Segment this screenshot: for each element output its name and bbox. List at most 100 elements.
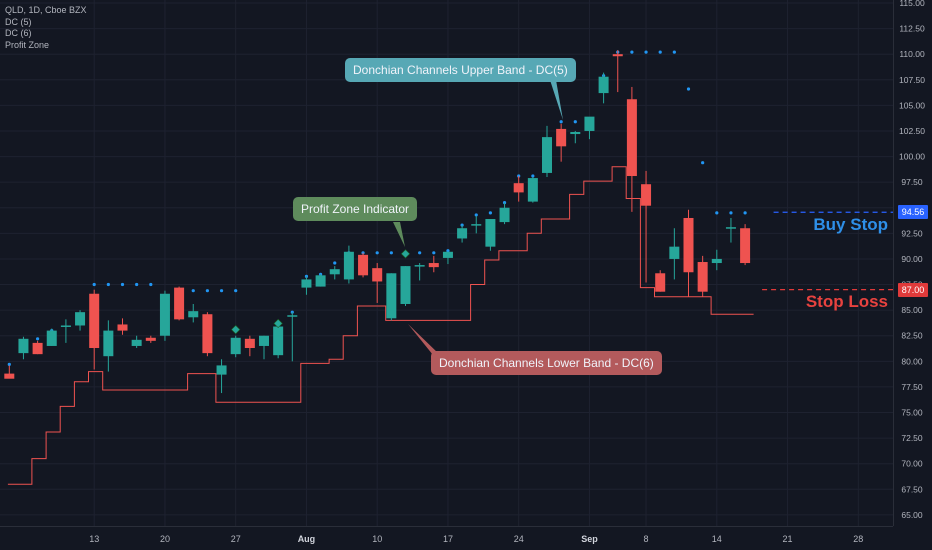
candle-body-up	[230, 337, 241, 355]
lower-band-callout: Donchian Channels Lower Band - DC(6)	[431, 351, 662, 375]
upper-band-dot	[149, 282, 153, 287]
x-tick-label: 27	[231, 534, 241, 544]
candle-body-up	[598, 76, 609, 94]
candle-body-down	[117, 324, 128, 331]
upper-band-dot	[36, 337, 40, 341]
upper-band-dot	[205, 289, 209, 293]
candle-body-up	[527, 178, 538, 202]
callout-pointers	[393, 80, 563, 355]
y-tick-label: 72.50	[901, 433, 923, 443]
candle-body-up	[386, 273, 397, 319]
chart-legend: QLD, 1D, Cboe BZX DC (5) DC (6) Profit Z…	[5, 5, 87, 51]
upper-band-dot	[715, 211, 719, 215]
upper-band-dot	[234, 289, 238, 293]
upper-band-dot	[120, 282, 125, 287]
candle-body-up	[315, 275, 326, 287]
lower-band-line	[7, 166, 754, 485]
candle-body-down	[89, 293, 100, 349]
y-tick-label: 65.00	[901, 510, 923, 520]
y-tick-label: 92.50	[901, 228, 923, 238]
y-tick-label: 75.00	[901, 408, 923, 418]
candle-body-down	[428, 263, 439, 268]
candle-body-up	[287, 315, 298, 317]
upper-callout-pointer	[550, 80, 563, 120]
candle-body-down	[174, 287, 185, 320]
upper-band-dot	[729, 211, 733, 215]
candle-body-up	[273, 326, 284, 356]
upper-band-dot	[7, 362, 11, 366]
candle-body-up	[442, 251, 453, 258]
upper-band-dot	[333, 261, 337, 265]
upper-band-dot	[701, 161, 705, 165]
y-tick-label: 97.50	[901, 177, 923, 187]
x-tick-label: 17	[443, 534, 453, 544]
upper-band-dot	[191, 289, 195, 293]
x-tick-label: 20	[160, 534, 170, 544]
upper-band-dot	[743, 211, 747, 215]
profit-callout-pointer	[393, 222, 405, 247]
x-tick-label: 21	[783, 534, 793, 544]
y-tick-label: 115.00	[899, 0, 925, 8]
upper-band-dot	[686, 87, 691, 91]
upper-band-dot	[573, 120, 577, 124]
lower-callout-pointer	[408, 324, 440, 355]
candle-body-up	[485, 219, 496, 247]
x-tick-label: 10	[372, 534, 382, 544]
upper-band-dot	[219, 289, 224, 293]
candle-body-up	[103, 330, 114, 357]
upper-band-dot	[446, 249, 450, 253]
upper-band-dot	[672, 50, 676, 54]
candle-body-down	[244, 338, 255, 349]
profit-zone-diamond	[231, 324, 241, 335]
upper-band-dot	[418, 251, 422, 255]
candle-body-up	[725, 227, 736, 229]
candle-body-up	[46, 330, 57, 346]
upper-band-dot	[488, 211, 492, 215]
candle-body-up	[414, 265, 425, 267]
upper-band-dot	[432, 251, 436, 255]
upper-band-dot	[375, 251, 379, 255]
y-tick-label: 100.00	[899, 152, 925, 162]
legend-symbol: QLD, 1D, Cboe BZX	[5, 5, 87, 15]
candle-body-down	[626, 99, 637, 177]
candle-body-up	[570, 131, 581, 135]
buy-stop-price-tag: 94.56	[898, 205, 928, 219]
candle-body-up	[499, 207, 510, 223]
candle-body-down	[145, 337, 156, 341]
x-tick-label: Sep	[581, 534, 598, 544]
buy-stop-label: Buy Stop	[813, 215, 888, 234]
upper-band-dot	[559, 120, 563, 124]
legend-indicator-dc6: DC (6)	[5, 28, 32, 38]
lower-band-path	[7, 166, 754, 485]
candle-body-up	[188, 311, 199, 318]
x-tick-label: Aug	[298, 534, 316, 544]
candle-body-up	[343, 251, 354, 280]
candle-body-down	[740, 228, 751, 264]
upper-band-callout: Donchian Channels Upper Band - DC(5)	[345, 58, 576, 82]
candle-body-up	[60, 325, 71, 327]
candles	[4, 50, 751, 394]
y-tick-label: 80.00	[901, 356, 923, 366]
upper-band-dot	[389, 251, 393, 255]
upper-band-dot	[531, 174, 535, 178]
candle-body-down	[612, 54, 623, 57]
stop-levels	[762, 211, 893, 291]
x-tick-label: 14	[712, 534, 722, 544]
candle-body-down	[358, 254, 369, 276]
profit-zone-markers	[231, 249, 411, 335]
candle-body-up	[584, 116, 595, 131]
candle-body-up	[75, 312, 86, 326]
candle-body-up	[301, 279, 312, 288]
y-tick-label: 107.50	[899, 75, 925, 85]
candle-body-down	[655, 273, 666, 292]
x-tick-label: 28	[853, 534, 863, 544]
y-tick-label: 67.50	[901, 484, 923, 494]
candle-body-up	[457, 228, 468, 239]
candle-body-down	[4, 373, 15, 379]
candle-body-up	[400, 266, 411, 304]
upper-band-dot	[361, 251, 365, 255]
y-tick-label: 105.00	[899, 100, 925, 110]
y-tick-label: 77.50	[901, 382, 923, 392]
